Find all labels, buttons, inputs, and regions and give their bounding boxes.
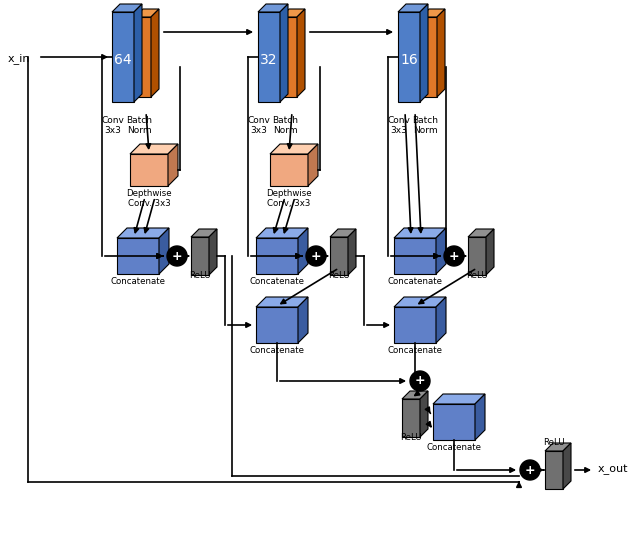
Polygon shape <box>394 297 446 307</box>
Text: Conv
3x3: Conv 3x3 <box>388 116 410 136</box>
Polygon shape <box>281 9 305 17</box>
Text: +: + <box>415 374 426 387</box>
Text: +: + <box>449 250 460 263</box>
Circle shape <box>167 246 187 266</box>
Polygon shape <box>256 228 308 238</box>
Polygon shape <box>270 144 318 154</box>
Polygon shape <box>280 4 288 102</box>
Text: x_out: x_out <box>598 465 628 475</box>
Polygon shape <box>420 391 428 437</box>
Text: Concatenate: Concatenate <box>387 346 442 355</box>
Text: Concatenate: Concatenate <box>426 443 481 452</box>
Polygon shape <box>348 229 356 275</box>
Text: Batch
Norm: Batch Norm <box>272 116 298 136</box>
Text: Conv
3x3: Conv 3x3 <box>248 116 271 136</box>
Polygon shape <box>398 4 428 12</box>
Polygon shape <box>258 12 280 102</box>
Polygon shape <box>330 237 348 275</box>
Polygon shape <box>130 144 178 154</box>
Text: x_in: x_in <box>8 54 31 65</box>
Text: ReLU: ReLU <box>543 438 565 447</box>
Polygon shape <box>563 443 571 489</box>
Polygon shape <box>545 451 563 489</box>
Polygon shape <box>394 228 446 238</box>
Circle shape <box>410 371 430 391</box>
Polygon shape <box>297 9 305 97</box>
Polygon shape <box>168 144 178 186</box>
Text: ReLU: ReLU <box>189 271 211 280</box>
Polygon shape <box>135 17 151 97</box>
Polygon shape <box>112 4 142 12</box>
Polygon shape <box>398 12 420 102</box>
Text: +: + <box>525 464 535 477</box>
Polygon shape <box>270 154 308 186</box>
Text: Concatenate: Concatenate <box>250 346 305 355</box>
Text: ReLU: ReLU <box>400 433 422 442</box>
Circle shape <box>444 246 464 266</box>
Polygon shape <box>151 9 159 97</box>
Text: +: + <box>172 250 182 263</box>
Polygon shape <box>545 443 571 451</box>
Text: Depthwise
Conv, 3x3: Depthwise Conv, 3x3 <box>266 189 312 208</box>
Polygon shape <box>112 12 134 102</box>
Polygon shape <box>191 229 217 237</box>
Text: Conv
3x3: Conv 3x3 <box>102 116 124 136</box>
Polygon shape <box>308 144 318 186</box>
Polygon shape <box>256 297 308 307</box>
Text: 64: 64 <box>114 53 132 67</box>
Polygon shape <box>433 404 475 440</box>
Text: +: + <box>310 250 321 263</box>
Polygon shape <box>468 237 486 275</box>
Polygon shape <box>420 4 428 102</box>
Polygon shape <box>468 229 494 237</box>
Text: 16: 16 <box>400 53 418 67</box>
Polygon shape <box>258 4 288 12</box>
Polygon shape <box>421 17 437 97</box>
Text: 32: 32 <box>260 53 278 67</box>
Polygon shape <box>256 238 298 274</box>
Polygon shape <box>433 394 485 404</box>
Polygon shape <box>475 394 485 440</box>
Polygon shape <box>256 307 298 343</box>
Polygon shape <box>394 307 436 343</box>
Text: Batch
Norm: Batch Norm <box>412 116 438 136</box>
Circle shape <box>520 460 540 480</box>
Polygon shape <box>135 9 159 17</box>
Text: ReLU: ReLU <box>466 271 488 280</box>
Text: ReLU: ReLU <box>328 271 350 280</box>
Polygon shape <box>117 238 159 274</box>
Polygon shape <box>486 229 494 275</box>
Polygon shape <box>117 228 169 238</box>
Polygon shape <box>437 9 445 97</box>
Polygon shape <box>394 238 436 274</box>
Polygon shape <box>402 399 420 437</box>
Polygon shape <box>159 228 169 274</box>
Circle shape <box>306 246 326 266</box>
Polygon shape <box>298 228 308 274</box>
Text: Concatenate: Concatenate <box>111 277 166 286</box>
Polygon shape <box>421 9 445 17</box>
Polygon shape <box>130 154 168 186</box>
Polygon shape <box>436 228 446 274</box>
Polygon shape <box>281 17 297 97</box>
Text: Depthwise
Conv. 3x3: Depthwise Conv. 3x3 <box>126 189 172 208</box>
Polygon shape <box>436 297 446 343</box>
Polygon shape <box>402 391 428 399</box>
Text: Concatenate: Concatenate <box>250 277 305 286</box>
Polygon shape <box>134 4 142 102</box>
Polygon shape <box>191 237 209 275</box>
Polygon shape <box>298 297 308 343</box>
Polygon shape <box>209 229 217 275</box>
Polygon shape <box>330 229 356 237</box>
Text: Concatenate: Concatenate <box>387 277 442 286</box>
Text: Batch
Norm: Batch Norm <box>126 116 152 136</box>
